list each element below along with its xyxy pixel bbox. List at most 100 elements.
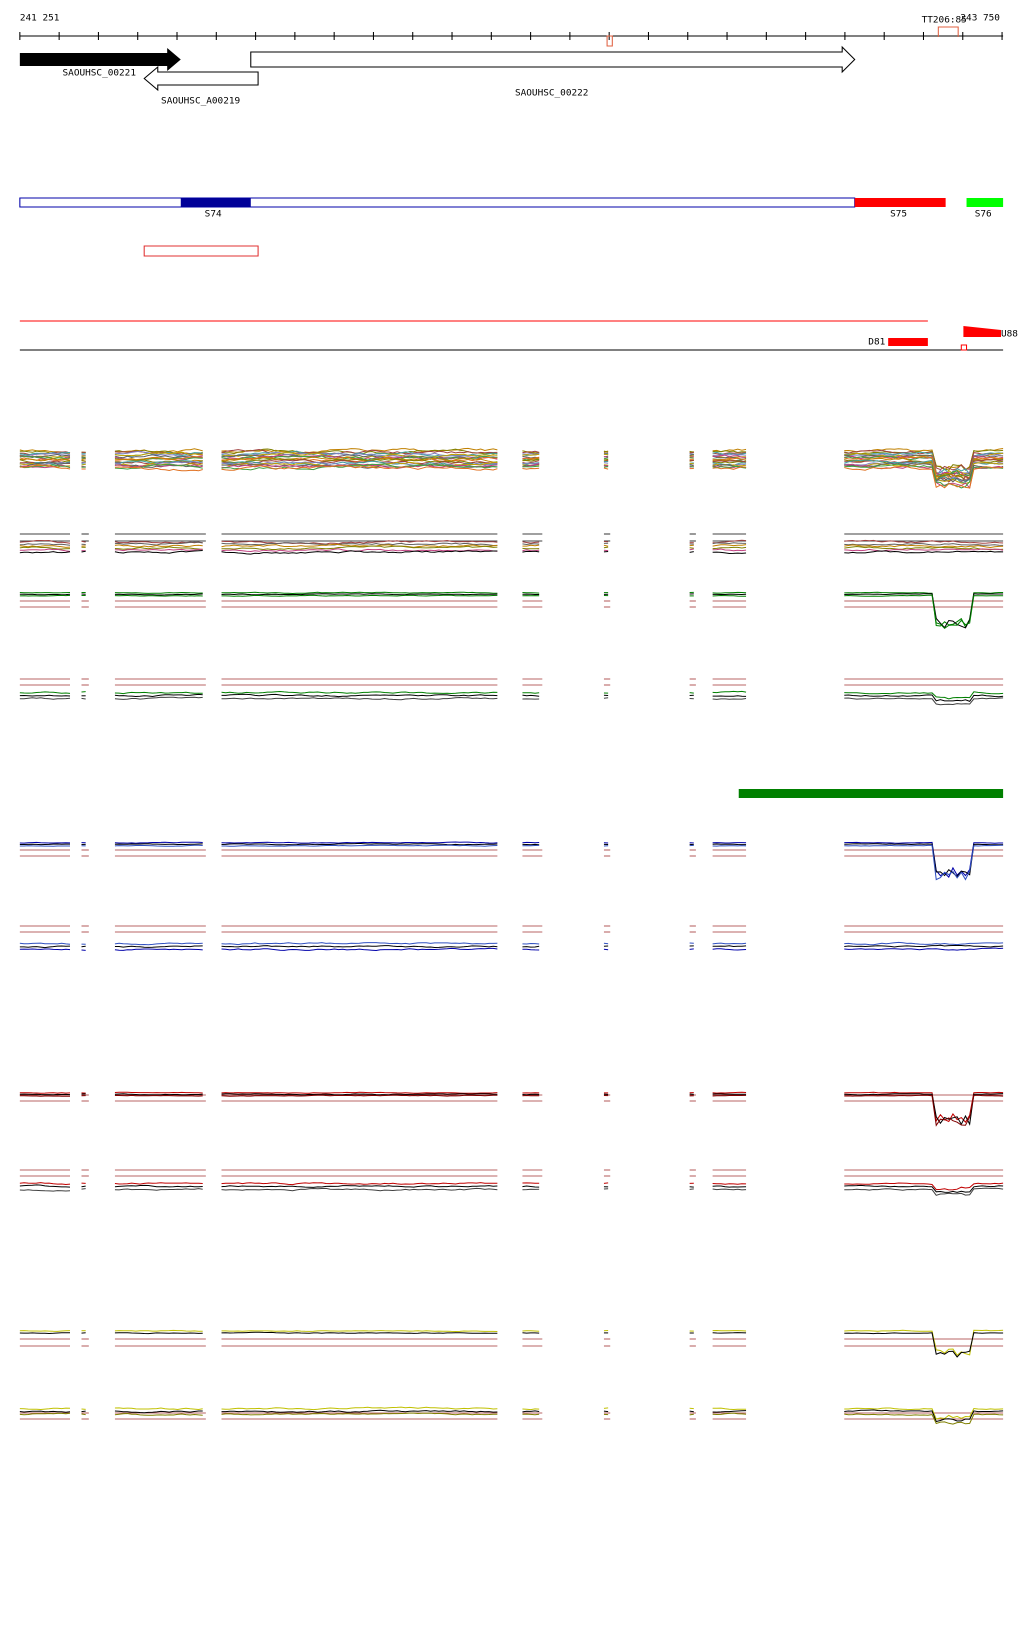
gene-label: SAOUHSC_00221 <box>63 68 136 79</box>
signal-trace <box>522 549 540 552</box>
segment-label: S75 <box>890 209 907 220</box>
signal-trace <box>522 450 540 454</box>
signal-trace <box>712 551 747 555</box>
feature <box>888 338 928 346</box>
signal-trace <box>221 693 498 698</box>
signal-trace <box>81 697 86 700</box>
signal-trace <box>712 591 747 594</box>
signal-trace <box>603 456 609 458</box>
signal-trace <box>19 691 71 694</box>
signal-trace <box>81 1413 86 1416</box>
signal-trace <box>81 461 86 464</box>
signal-trace <box>689 462 694 465</box>
signal-trace <box>221 1409 498 1413</box>
signal-trace <box>712 1412 747 1416</box>
signal-trace <box>81 1188 86 1190</box>
signal-trace <box>522 694 540 697</box>
signal-trace <box>844 844 1004 881</box>
signal-trace <box>221 461 498 468</box>
signal-trace <box>844 591 1004 629</box>
signal-trace <box>522 945 540 948</box>
signal-trace <box>221 458 498 464</box>
signal-trace <box>603 457 609 460</box>
signal-trace <box>19 548 71 552</box>
signal-trace <box>844 843 1004 878</box>
signal-trace <box>844 1413 1004 1425</box>
signal-trace <box>19 694 71 697</box>
signal-trace <box>221 542 498 547</box>
ruler-ticks <box>19 32 1003 40</box>
signal-trace <box>712 548 747 552</box>
signal-trace <box>19 594 71 597</box>
signal-trace <box>522 450 540 454</box>
signal-trace <box>81 1185 86 1188</box>
signal-trace <box>522 942 540 945</box>
segment <box>180 198 251 207</box>
signal-trace <box>221 456 498 463</box>
signal-trace <box>114 1093 203 1096</box>
signal-trace <box>522 465 540 468</box>
signal-trace <box>712 945 747 948</box>
signal-trace <box>19 545 71 548</box>
signal-trace <box>844 691 1004 700</box>
signal-trace <box>81 1410 86 1413</box>
signal-trace <box>19 841 71 844</box>
marker-box <box>606 35 613 47</box>
signal-trace <box>221 591 498 595</box>
signal-trace <box>712 454 747 458</box>
signal-trace <box>221 844 498 847</box>
signal-trace <box>114 1094 203 1097</box>
signal-trace <box>844 841 1004 878</box>
signal-trace <box>19 1410 71 1413</box>
signal-trace <box>603 544 609 547</box>
signal-trace <box>19 1182 71 1186</box>
signal-trace <box>689 1188 694 1190</box>
feature-label: U88 <box>1001 329 1018 340</box>
signal-trace <box>19 948 71 951</box>
signal-trace <box>221 945 498 949</box>
signal-trace <box>844 539 1004 544</box>
feature <box>960 344 968 351</box>
signal-trace <box>114 1184 203 1188</box>
signal-trace <box>114 1091 203 1094</box>
signal-trace <box>712 1091 747 1094</box>
ruler-marker: TT206:85 <box>922 15 967 26</box>
signal-trace <box>603 1410 609 1413</box>
signal-trace <box>522 544 540 547</box>
signal-trace <box>844 548 1004 552</box>
signal-trace <box>19 1332 71 1335</box>
signal-trace <box>19 455 71 460</box>
signal-trace <box>689 948 694 950</box>
gene-label: SAOUHSC_A00219 <box>161 96 240 107</box>
signal-trace <box>844 697 1004 706</box>
signal-trace <box>522 592 540 594</box>
signal-trace <box>221 1094 498 1097</box>
signal-trace <box>689 692 694 694</box>
signal-trace <box>221 947 498 952</box>
signal-trace <box>114 1182 203 1185</box>
signal-trace <box>221 696 498 701</box>
gene-label: SAOUHSC_00222 <box>515 88 588 99</box>
signal-trace <box>689 547 694 549</box>
signal-trace <box>221 1182 498 1186</box>
signal-trace <box>712 843 747 846</box>
signal-trace <box>844 545 1004 551</box>
signal-trace <box>19 551 71 554</box>
signal-trace <box>712 460 747 464</box>
signal-trace <box>712 1407 747 1411</box>
signal-trace <box>114 841 203 844</box>
signal-trace <box>712 594 747 597</box>
signal-trace <box>689 452 694 454</box>
signal-trace <box>712 1188 747 1191</box>
signal-trace <box>19 543 71 546</box>
signal-trace <box>221 1187 498 1192</box>
signal-trace <box>603 466 609 468</box>
signal-trace <box>712 466 747 470</box>
ruler-end: 243 750 <box>960 13 1000 24</box>
signal-trace <box>712 695 747 697</box>
region-box <box>143 245 259 257</box>
segment-label: S74 <box>205 209 222 220</box>
signal-trace <box>221 463 498 471</box>
signal-trace <box>114 594 203 597</box>
segment <box>854 198 946 207</box>
